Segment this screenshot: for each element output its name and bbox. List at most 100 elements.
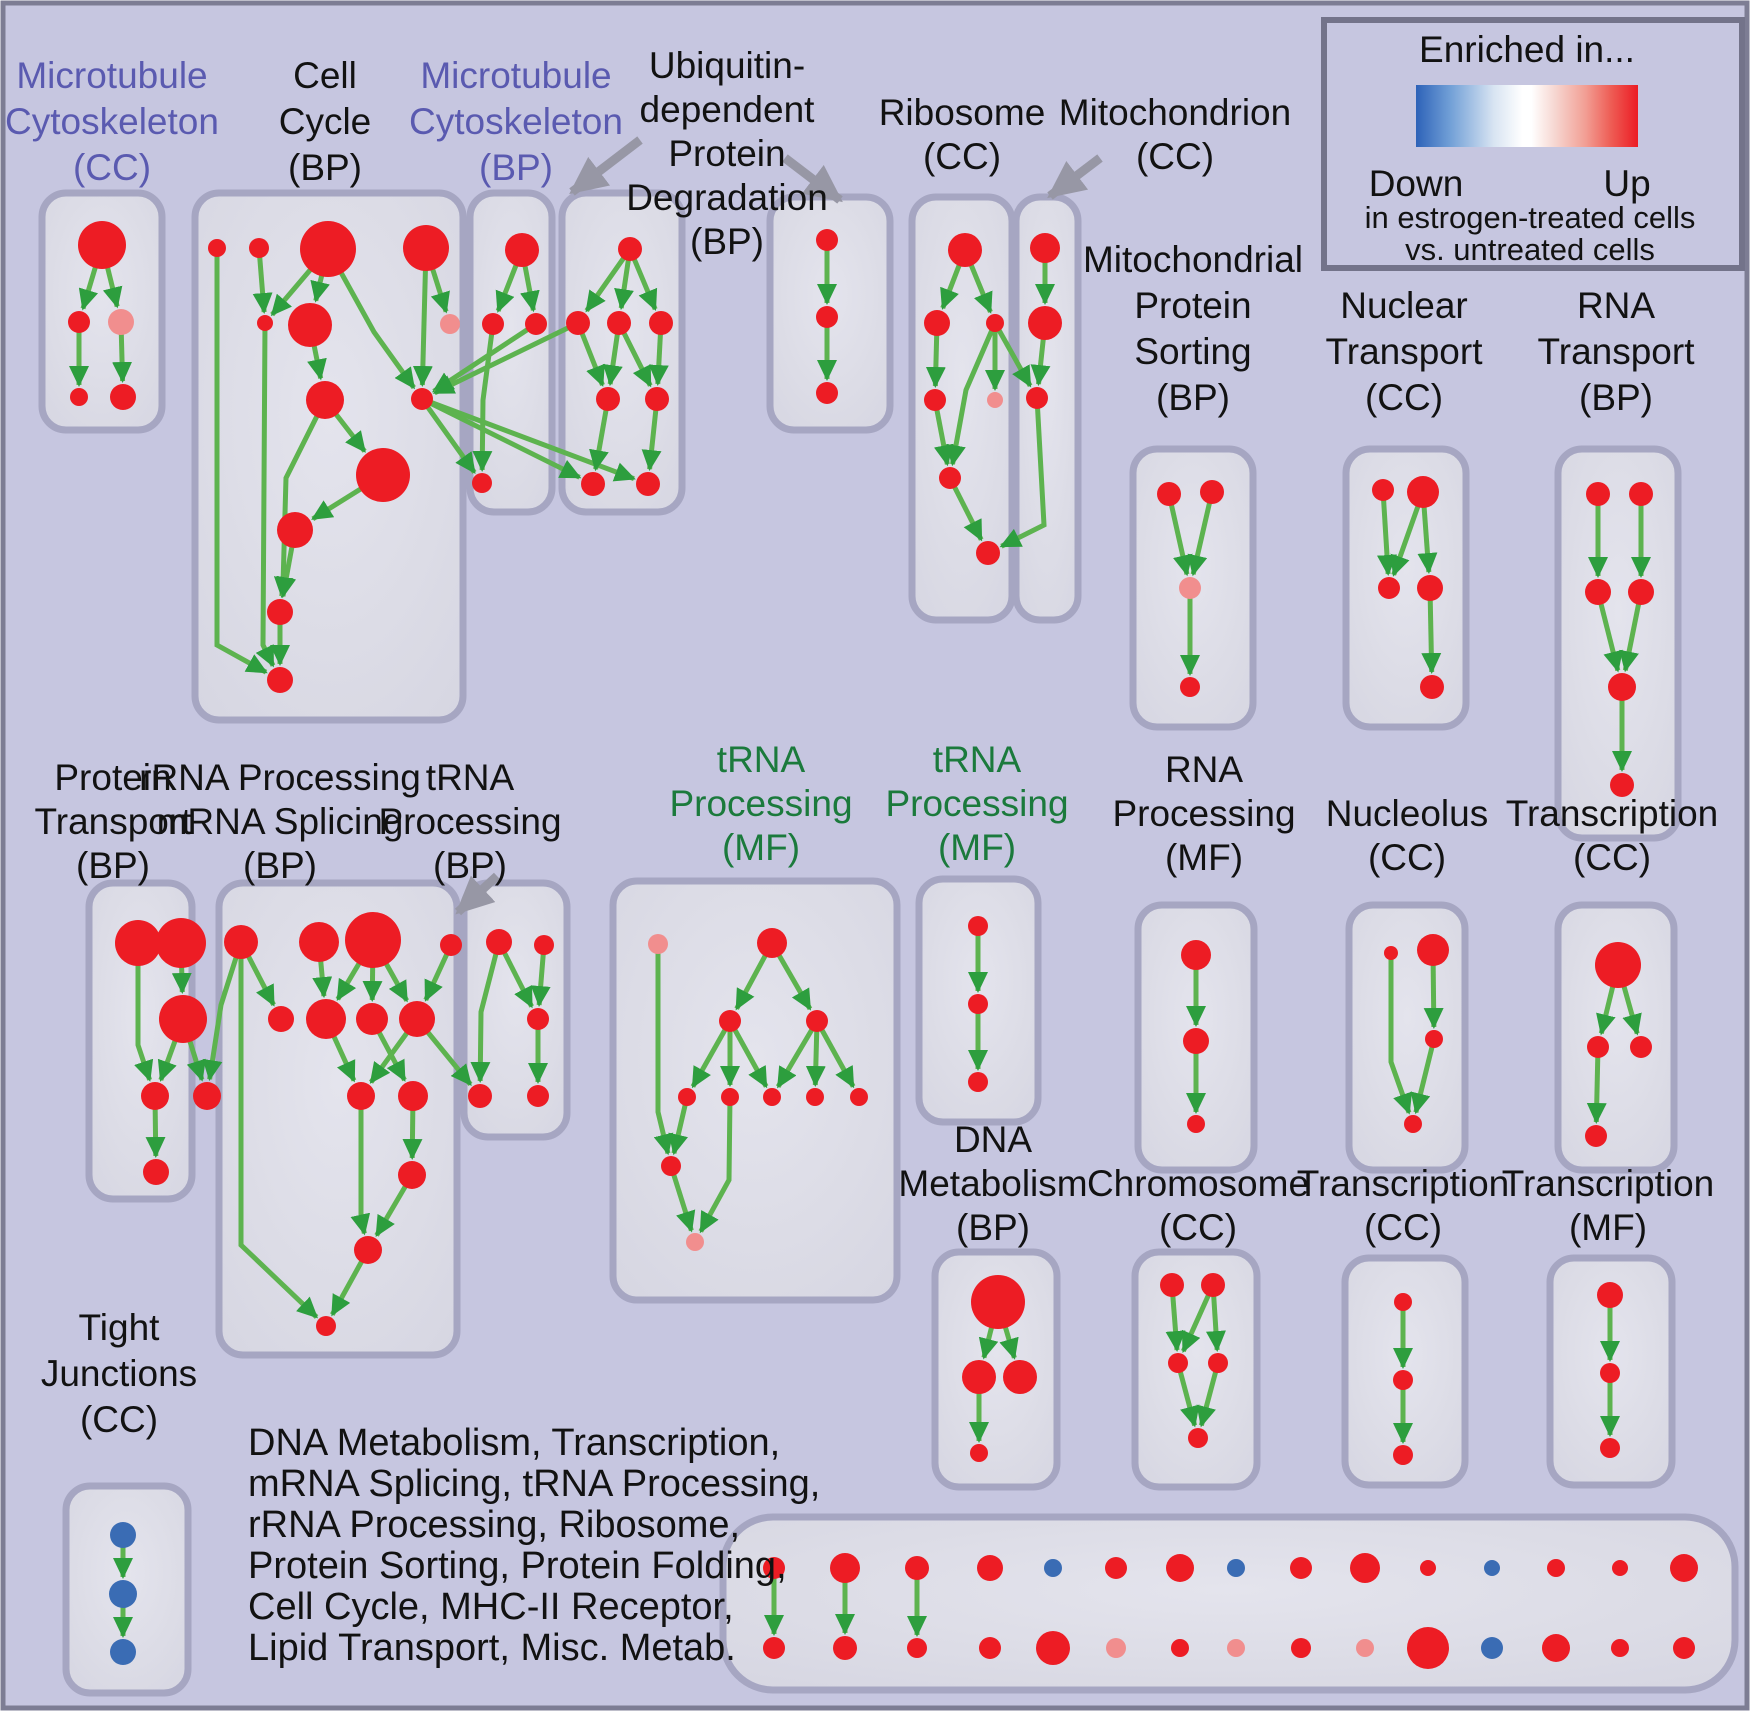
- go-term-node: [1394, 1293, 1412, 1311]
- cluster-label-microtubule-bp: Microtubule: [420, 55, 611, 96]
- go-term-node: [257, 315, 273, 331]
- cluster-label-trna-processing-mf-1: Processing: [669, 783, 852, 824]
- go-term-node: [948, 233, 982, 267]
- arrow-to-ubiquitin-left-box: [569, 136, 643, 196]
- edge-arrow: [698, 1096, 733, 1234]
- go-term-node: [159, 995, 207, 1043]
- cluster-label-trna-processing-mf-2: tRNA: [933, 739, 1022, 780]
- cluster-label-nuclear-transport: Transport: [1326, 331, 1484, 372]
- cluster-label-nucleolus: (CC): [1368, 837, 1446, 878]
- edge-arrow: [214, 248, 268, 675]
- go-term-node: [1200, 480, 1224, 504]
- go-term-node: [224, 925, 258, 959]
- go-term-node: [850, 1088, 868, 1106]
- go-term-node: [1407, 476, 1439, 508]
- edge-arrow: [727, 1019, 769, 1089]
- cluster-label-microtubule-bp: Cytoskeleton: [409, 101, 623, 142]
- go-term-node: [1600, 1438, 1620, 1458]
- edge-arrow: [470, 941, 502, 1084]
- cluster-label-tight-junctions: Tight: [79, 1307, 161, 1348]
- go-term-node: [816, 229, 838, 251]
- cluster-box-wd: [719, 1513, 1739, 1694]
- go-term-node: [1610, 773, 1634, 797]
- go-term-node: [1608, 673, 1636, 701]
- cluster-label-ubiquitin: (BP): [690, 221, 764, 262]
- note-block-line: Lipid Transport, Misc. Metab.: [248, 1627, 736, 1669]
- cluster-box-nt: [1342, 445, 1470, 731]
- cluster-label-cell-cycle: Cycle: [279, 101, 372, 142]
- go-term-node: [977, 1555, 1003, 1581]
- edge-arrow: [999, 397, 1047, 549]
- go-term-node: [1171, 1639, 1189, 1657]
- cluster-label-rna-transport: Transport: [1538, 331, 1696, 372]
- go-term-node: [763, 1637, 785, 1659]
- cluster-label-nuclear-transport: Nuclear: [1340, 285, 1468, 326]
- edge-arrow: [255, 322, 276, 668]
- go-term-node: [143, 1159, 169, 1185]
- edge-arrow: [134, 943, 154, 1082]
- go-term-node: [1630, 1036, 1652, 1058]
- cluster-label-trna-processing-mf-2: Processing: [885, 783, 1068, 824]
- cluster-label-mito-protein-sorting: Protein: [1134, 285, 1251, 326]
- go-term-node: [472, 473, 492, 493]
- cluster-box-ch: [1131, 1248, 1261, 1491]
- go-term-node: [907, 1638, 927, 1658]
- go-term-node: [1208, 1353, 1228, 1373]
- go-term-node: [1587, 1036, 1609, 1058]
- cluster-label-mitochondrion: Mitochondrion: [1059, 92, 1291, 133]
- go-term-node: [403, 225, 449, 271]
- go-term-node: [1585, 1125, 1607, 1147]
- go-term-node: [486, 929, 512, 955]
- go-term-node: [525, 313, 547, 335]
- go-term-node: [971, 1275, 1025, 1329]
- go-term-node: [1157, 482, 1181, 506]
- go-term-node: [648, 934, 668, 954]
- go-term-node: [1393, 1370, 1413, 1390]
- go-term-node: [1628, 579, 1654, 605]
- go-term-node: [1611, 1639, 1629, 1657]
- go-term-node: [596, 387, 620, 411]
- cluster-label-rrna-mrna: mRNA Splicing: [157, 801, 404, 842]
- go-term-node: [347, 1082, 375, 1110]
- go-term-node: [110, 1522, 136, 1548]
- go-term-node: [109, 1580, 137, 1608]
- cluster-label-cell-cycle: (BP): [288, 147, 362, 188]
- go-term-node: [566, 311, 590, 335]
- go-term-node: [1420, 675, 1444, 699]
- edge-arrow: [472, 323, 496, 473]
- go-term-node: [1030, 233, 1060, 263]
- go-term-node: [398, 1161, 426, 1189]
- go-term-node: [1003, 1360, 1037, 1394]
- cluster-label-chromosome: Chromosome: [1087, 1163, 1309, 1204]
- go-term-node: [1166, 1554, 1194, 1582]
- arrow-to-mitochondrion-box: [1047, 154, 1103, 200]
- go-term-node: [1425, 1030, 1443, 1048]
- go-term-node: [719, 1010, 741, 1032]
- edge-arrow: [946, 322, 998, 467]
- note-block-line: Protein Sorting, Protein Folding,: [248, 1545, 787, 1587]
- legend-box: [1321, 17, 1745, 271]
- cluster-label-transcription-cc-bottom: Transcription: [1297, 1163, 1509, 1204]
- cluster-label-tight-junctions: Junctions: [41, 1353, 197, 1394]
- go-term-node: [267, 667, 293, 693]
- go-term-node: [806, 1010, 828, 1032]
- go-term-node: [1350, 1553, 1380, 1583]
- cluster-label-ubiquitin: Degradation: [626, 177, 828, 218]
- go-term-node: [249, 238, 269, 258]
- edge-arrow: [432, 320, 580, 396]
- go-term-node: [763, 1088, 781, 1106]
- go-term-node: [68, 311, 90, 333]
- cluster-label-microtubule-cc: (CC): [73, 147, 151, 188]
- edge-arrow: [690, 1019, 733, 1089]
- go-term-node: [939, 467, 961, 489]
- go-term-node: [649, 311, 673, 335]
- go-term-node: [607, 311, 631, 335]
- go-term-node: [1201, 1273, 1225, 1297]
- legend-gradient-bar: [1416, 85, 1638, 147]
- go-term-node: [534, 935, 554, 955]
- cluster-label-microtubule-cc: Microtubule: [16, 55, 207, 96]
- edge-arrow: [1166, 493, 1193, 577]
- go-term-node: [1407, 1627, 1449, 1669]
- go-term-node: [1188, 1428, 1208, 1448]
